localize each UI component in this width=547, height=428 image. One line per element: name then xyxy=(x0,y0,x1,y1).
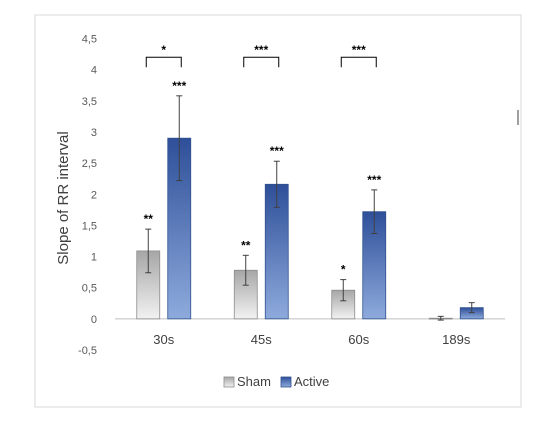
y-tick-label: 1 xyxy=(91,252,97,264)
comparison-brackets: * *** *** xyxy=(145,43,377,68)
x-tick-label: 45s xyxy=(251,332,272,347)
bars xyxy=(136,137,484,320)
legend-swatch-active xyxy=(280,376,292,388)
x-tick-label: 60s xyxy=(348,332,369,347)
legend-label-sham: Sham xyxy=(237,374,271,389)
x-tick-label: 189s xyxy=(442,332,471,347)
significance-label: *** xyxy=(172,79,186,93)
legend-label-active: Active xyxy=(294,374,329,389)
y-tick-label: 3,5 xyxy=(82,96,97,108)
significance-label: ** xyxy=(144,212,154,226)
significance-label: *** xyxy=(367,173,381,187)
significance-label: ** xyxy=(241,238,251,252)
comparison-bracket xyxy=(243,56,280,68)
significance-label: *** xyxy=(270,144,284,158)
y-axis-label: Slope of RR interval xyxy=(55,131,72,264)
comparison-label: *** xyxy=(352,43,366,57)
y-tick-label: 4,5 xyxy=(82,34,97,46)
comparison-label: *** xyxy=(254,43,268,57)
comparison-bracket xyxy=(145,56,182,68)
significance-annotations: ************** xyxy=(144,79,382,277)
x-axis-labels: 30s 45s 60s 189s xyxy=(153,332,471,347)
error-bars xyxy=(145,95,475,321)
y-tick-label: 0,5 xyxy=(82,283,97,295)
legend-swatch-sham xyxy=(223,376,235,388)
y-tick-label: 1,5 xyxy=(82,220,97,232)
y-tick-label: -0,5 xyxy=(78,345,97,357)
x-tick-label: 30s xyxy=(153,332,174,347)
comparison-label: * xyxy=(161,43,166,57)
y-tick-label: 2,5 xyxy=(82,158,97,170)
y-tick-label: 2 xyxy=(91,189,97,201)
y-tick-label: 3 xyxy=(91,127,97,139)
legend: Sham Active xyxy=(223,374,329,389)
significance-label: * xyxy=(341,263,346,277)
y-axis: -0,5 0 0,5 1 1,5 2 2,5 3 3,5 4 4,5 xyxy=(78,34,97,358)
comparison-bracket xyxy=(340,56,377,68)
y-tick-label: 4 xyxy=(91,65,97,77)
y-tick-label: 0 xyxy=(91,314,97,326)
